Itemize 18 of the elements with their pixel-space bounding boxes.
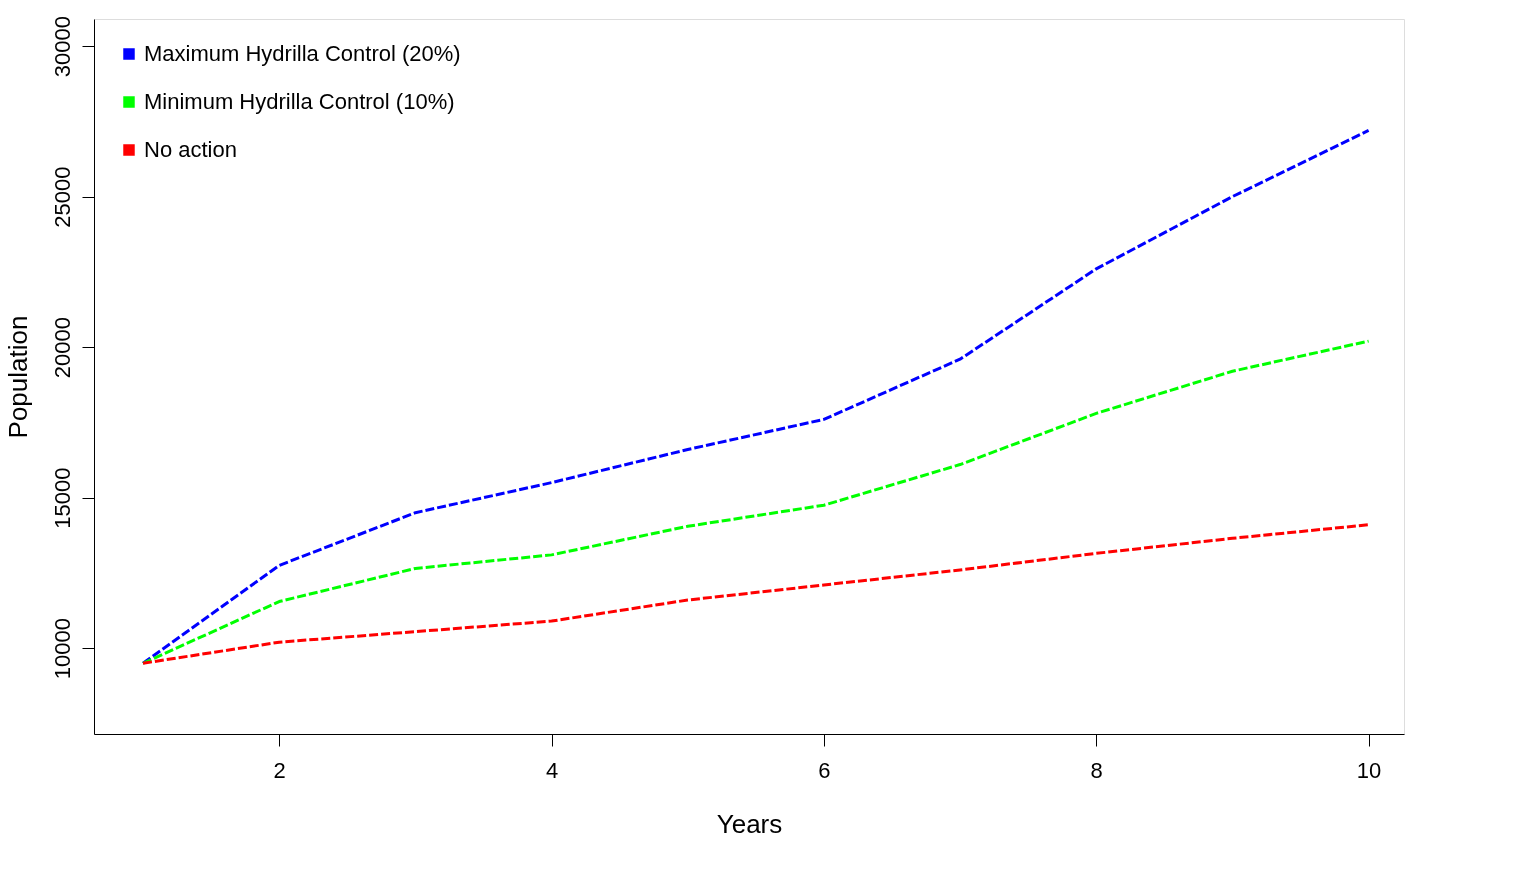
legend-label: No action xyxy=(144,137,237,162)
x-tick-label: 4 xyxy=(545,757,559,783)
y-tick-label: 30000 xyxy=(49,16,75,78)
line-series xyxy=(141,339,1371,665)
y-axis-title: Population xyxy=(2,315,33,439)
legend-label: Maximum Hydrilla Control (20%) xyxy=(144,41,461,66)
y-tick-label: 20000 xyxy=(49,317,75,379)
x-axis-title: Years xyxy=(716,808,783,839)
x-tick-label: 2 xyxy=(273,757,286,783)
x-tick-label: 10 xyxy=(1356,757,1382,783)
y-tick-label: 10000 xyxy=(49,618,75,680)
legend-label: Minimum Hydrilla Control (10%) xyxy=(144,89,455,114)
line-series xyxy=(141,523,1371,665)
x-tick-label: 8 xyxy=(1090,757,1103,783)
line-series xyxy=(141,128,1371,665)
y-tick-label: 15000 xyxy=(49,467,75,529)
x-tick-label: 6 xyxy=(818,757,831,783)
y-tick-label: 25000 xyxy=(49,166,75,228)
